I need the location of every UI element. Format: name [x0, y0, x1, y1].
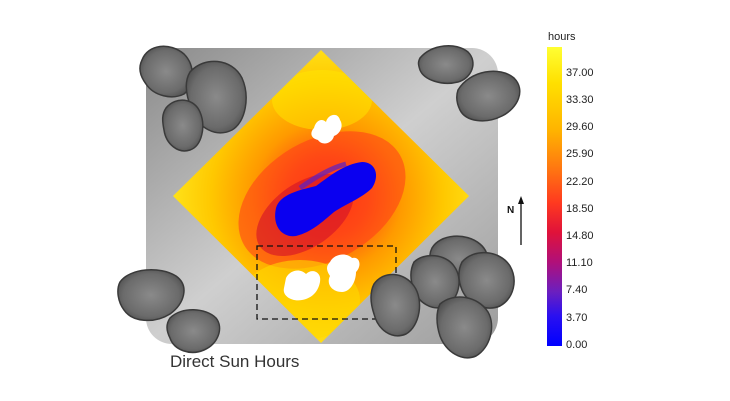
context-buildings [117, 45, 521, 359]
legend-tick: 11.10 [566, 257, 593, 269]
pod-top-left-3 [161, 99, 204, 152]
pod-top-right-2 [455, 70, 521, 122]
legend-tick: 25.90 [566, 148, 594, 160]
legend-color-bar [547, 47, 562, 346]
building-bottom-right [327, 254, 360, 292]
legend-tick: 33.30 [566, 94, 594, 106]
pod-bottom-left-2 [166, 309, 221, 354]
legend-tick: 29.60 [566, 121, 594, 133]
legend-tick: 37.00 [566, 67, 594, 79]
legend-tick: 0.00 [566, 339, 588, 351]
building-bottom-left [283, 270, 321, 301]
legend-tick: 7.40 [566, 284, 588, 296]
legend-tick: 18.50 [566, 203, 594, 215]
pod-bottom-right-3 [370, 273, 421, 337]
low-sun-edge [298, 161, 347, 191]
legend-tick: 14.80 [566, 230, 594, 242]
legend-unit-label: hours [548, 31, 576, 43]
low-sun-region [275, 162, 377, 237]
pod-bottom-right-4 [458, 252, 515, 309]
legend-tick: 22.20 [566, 176, 594, 188]
pod-bottom-right-5 [436, 296, 493, 359]
pod-bottom-left-1 [117, 269, 185, 322]
diagram-caption: Direct Sun Hours [170, 352, 300, 371]
north-label: N [507, 205, 515, 216]
north-arrow-head [518, 196, 524, 204]
building-top [311, 114, 342, 144]
pod-top-right-1 [417, 45, 474, 84]
legend-tick: 3.70 [566, 312, 588, 324]
pod-top-left-1 [139, 45, 193, 98]
